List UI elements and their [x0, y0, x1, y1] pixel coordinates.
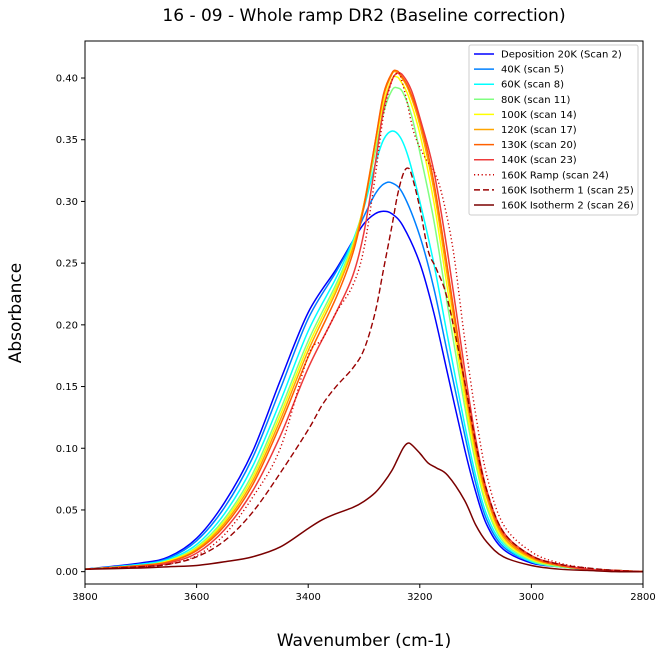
legend-label: 160K Isotherm 1 (scan 25) [501, 185, 634, 196]
x-tick-label: 3400 [295, 592, 320, 603]
series-line-7 [85, 69, 643, 573]
series-group [85, 69, 643, 573]
legend: Deposition 20K (Scan 2) 40K (scan 5) 60K (… [468, 44, 639, 216]
y-axis-label: Absorbance [6, 263, 26, 363]
x-tick-label: 3200 [407, 592, 432, 603]
x-axis-ticks: 3800 3600 3400 3200 3000 2800 [72, 584, 656, 603]
y-tick-label: 0.30 [56, 197, 78, 208]
y-tick-label: 0.25 [56, 259, 78, 270]
legend-label: 100K (scan 14) [501, 110, 577, 121]
y-tick-label: 0.00 [56, 567, 78, 578]
x-tick-label: 3000 [519, 592, 544, 603]
series-line-5 [85, 75, 643, 573]
series-line-9 [85, 71, 643, 573]
series-line-3 [85, 130, 643, 573]
y-tick-label: 0.40 [56, 74, 78, 85]
y-tick-label: 0.10 [56, 444, 78, 455]
legend-label: 40K (scan 5) [501, 65, 564, 76]
series-line-4 [85, 86, 643, 573]
y-tick-label: 0.05 [56, 505, 78, 516]
x-tick-label: 2800 [630, 592, 655, 603]
legend-label: 160K Isotherm 2 (scan 26) [501, 201, 634, 212]
plot-frame [84, 40, 644, 585]
legend-label: 130K (scan 20) [501, 140, 577, 151]
legend-label: 120K (scan 17) [501, 125, 577, 136]
x-tick-label: 3600 [184, 592, 209, 603]
series-line-1 [85, 210, 643, 573]
series-line-6 [85, 70, 643, 573]
y-axis-ticks: 0.00 0.05 0.10 0.15 0.20 0.25 0.30 0.35 0.40 [56, 74, 85, 578]
x-axis-label: Wavenumber (cm-1) [277, 631, 452, 651]
legend-label: 60K (scan 8) [501, 80, 564, 91]
legend-label: Deposition 20K (Scan 2) [501, 50, 622, 61]
y-tick-label: 0.20 [56, 320, 78, 331]
legend-frame [468, 44, 639, 216]
legend-label: 80K (scan 11) [501, 95, 570, 106]
chart-title: 16 - 09 - Whole ramp DR2 (Baseline corre… [162, 6, 565, 26]
x-tick-label: 3800 [72, 592, 97, 603]
y-tick-label: 0.35 [56, 135, 78, 146]
y-tick-label: 0.15 [56, 382, 78, 393]
legend-label: 160K Ramp (scan 24) [501, 170, 609, 181]
legend-label: 140K (scan 23) [501, 155, 577, 166]
series-line-10 [85, 167, 643, 573]
series-line-11 [85, 442, 643, 573]
